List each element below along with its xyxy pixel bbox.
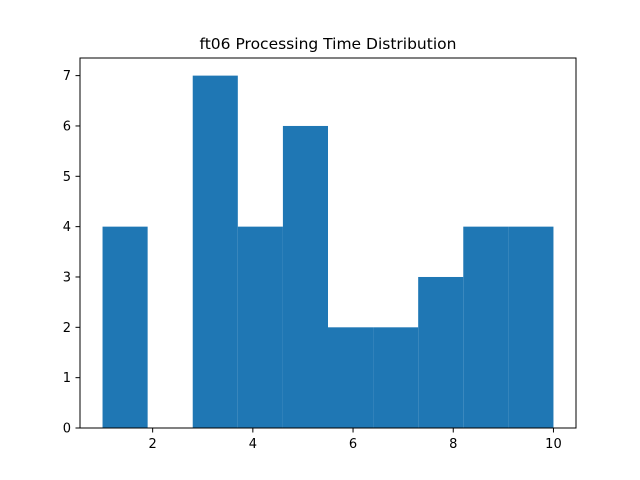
y-axis: 0 1 2 3 4 5 6 7: [63, 69, 80, 437]
histogram-bar-6: [373, 327, 419, 428]
y-tick-label-3: 3: [63, 270, 71, 285]
x-axis: 2 4 6 8 10: [149, 428, 562, 452]
y-tick-label-7: 7: [63, 69, 71, 84]
x-tick-label-2: 2: [149, 437, 157, 452]
histogram-bar-9: [508, 226, 554, 428]
y-tick-label-5: 5: [63, 170, 71, 185]
x-tick-label-8: 8: [449, 437, 457, 452]
chart-title: ft06 Processing Time Distribution: [200, 35, 457, 53]
x-tick-label-6: 6: [349, 437, 357, 452]
y-tick-label-0: 0: [63, 422, 71, 437]
histogram-bar-3: [237, 226, 283, 428]
y-tick-label-4: 4: [63, 220, 71, 235]
histogram-bar-4: [282, 125, 328, 429]
x-tick-label-10: 10: [545, 437, 562, 452]
histogram-bar-0: [102, 226, 148, 428]
y-tick-label-1: 1: [63, 371, 71, 386]
histogram-bar-8: [463, 226, 509, 428]
plot-frame: [79, 57, 577, 429]
bars-group: [102, 75, 554, 429]
y-tick-label-6: 6: [63, 119, 71, 134]
histogram-bar-2: [192, 75, 238, 428]
x-tick-label-4: 4: [249, 437, 257, 452]
histogram-bar-5: [328, 327, 374, 428]
histogram-bar-7: [418, 276, 464, 428]
y-tick-label-2: 2: [63, 321, 71, 336]
